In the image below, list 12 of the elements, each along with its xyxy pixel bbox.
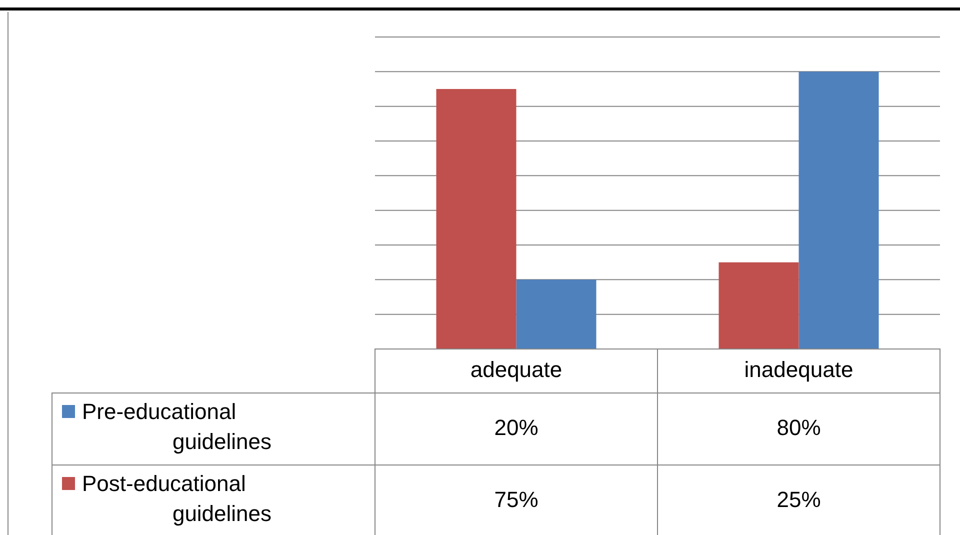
bar (798, 72, 879, 349)
bar (516, 280, 596, 349)
data-label: 75% (494, 486, 538, 512)
data-label: 25% (776, 486, 821, 512)
bar (718, 262, 799, 349)
legend-label: Pre-educational guidelines (82, 398, 272, 454)
x-tick-label: adequate (470, 356, 562, 382)
data-label: 80% (776, 414, 821, 440)
x-tick-label: inadequate (744, 356, 854, 382)
data-label: 20% (494, 414, 538, 440)
legend-label: Post-educational guidelines (82, 470, 272, 526)
bar (436, 89, 516, 349)
